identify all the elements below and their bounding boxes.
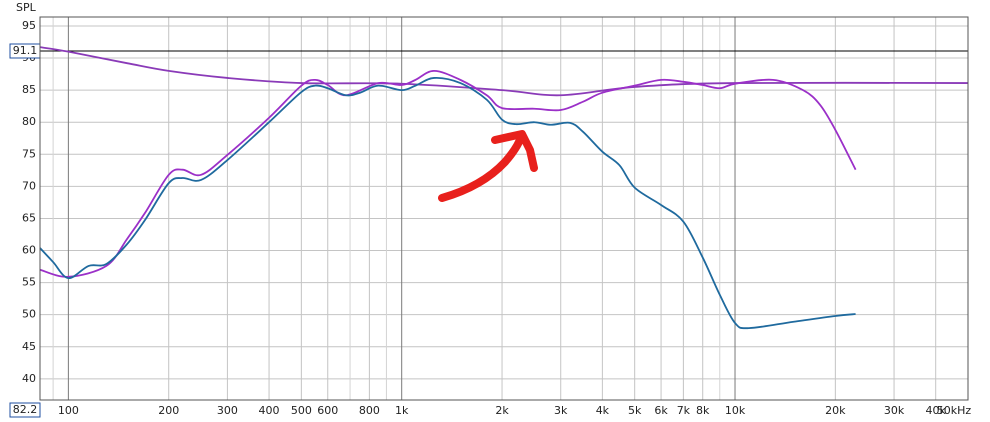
series-line	[39, 46, 969, 97]
cursor-readout: 91.1	[13, 44, 38, 57]
x-tick-label: 2k	[495, 404, 509, 417]
x-tick-label: 1k	[395, 404, 409, 417]
y-tick-label: 80	[22, 115, 36, 128]
y-tick-label: 70	[22, 179, 36, 192]
x-tick-label: 800	[359, 404, 380, 417]
y-tick-label: 65	[22, 211, 36, 224]
series-line	[39, 76, 856, 330]
y-tick-label: 40	[22, 372, 36, 385]
x-tick-label: 20k	[825, 404, 846, 417]
y-tick-label: 55	[22, 276, 36, 289]
y-axis-label: SPL	[16, 1, 37, 14]
x-tick-label: 500	[291, 404, 312, 417]
x-tick-label: 300	[217, 404, 238, 417]
y-tick-label: 95	[22, 19, 36, 32]
x-tick-label: 4k	[596, 404, 610, 417]
x-tick-label: 10k	[725, 404, 746, 417]
y-tick-label: 75	[22, 147, 36, 160]
x-tick-label: 30k	[884, 404, 905, 417]
x-readout: 82.2	[13, 403, 38, 416]
x-tick-label: 40k	[926, 404, 947, 417]
y-tick-label: 50	[22, 308, 36, 321]
x-tick-label: 6k	[654, 404, 668, 417]
plot-border	[39, 16, 969, 401]
x-readout-box	[9, 402, 41, 418]
x-tick-label: 100	[58, 404, 79, 417]
x-tick-label: 5k	[628, 404, 642, 417]
y-tick-label: 45	[22, 340, 36, 353]
plot-area	[40, 17, 968, 400]
y-tick-label: 60	[22, 244, 36, 257]
x-tick-label: 400	[259, 404, 280, 417]
annotation-arrow	[438, 130, 538, 202]
x-tick-label: 50kHz	[937, 404, 972, 417]
x-tick-label: 200	[158, 404, 179, 417]
x-tick-label: 3k	[554, 404, 568, 417]
x-tick-label: 600	[317, 404, 338, 417]
y-tick-label: 85	[22, 83, 36, 96]
series-line	[39, 69, 857, 278]
plot: 4045505560657075808590951002003004005006…	[9, 16, 972, 418]
arrow-head	[491, 130, 538, 172]
x-tick-label: 8k	[696, 404, 710, 417]
arrow-shaft	[438, 133, 525, 202]
x-tick-label: 7k	[677, 404, 691, 417]
